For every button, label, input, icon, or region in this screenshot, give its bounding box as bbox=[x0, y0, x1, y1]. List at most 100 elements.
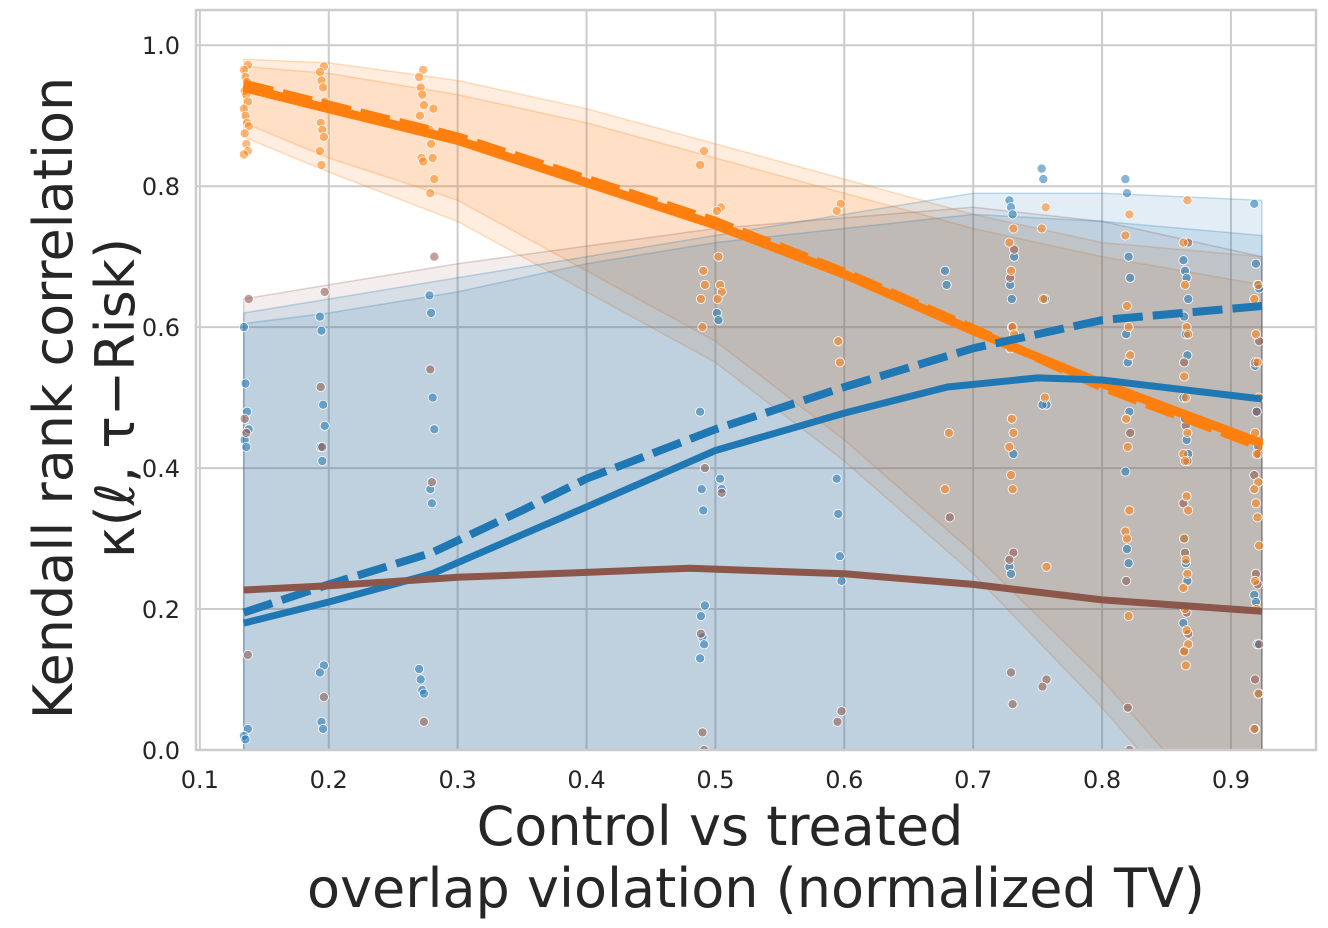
scatter-point-orange bbox=[1249, 723, 1260, 734]
scatter-point-blue bbox=[414, 664, 425, 675]
scatter-point-orange bbox=[418, 100, 429, 111]
scatter-point-orange bbox=[1253, 279, 1264, 290]
scatter-point-brown bbox=[1004, 554, 1015, 565]
scatter-point-blue bbox=[238, 322, 249, 333]
x-tick-labels: 0.1 0.2 0.3 0.4 0.5 0.6 0.7 0.8 0.9 bbox=[181, 766, 1250, 794]
x-axis-title-line-2: overlap violation (normalized TV) bbox=[307, 857, 1205, 920]
scatter-point-blue bbox=[314, 667, 325, 678]
x-tick-label: 0.9 bbox=[1212, 766, 1250, 794]
scatter-point-orange bbox=[1249, 293, 1260, 304]
scatter-point-orange bbox=[428, 103, 439, 114]
scatter-point-brown bbox=[1009, 244, 1020, 255]
scatter-point-blue bbox=[240, 378, 251, 389]
scatter-point-brown bbox=[1254, 639, 1265, 650]
scatter-point-orange bbox=[318, 82, 329, 93]
scatter-point-blue bbox=[1125, 272, 1136, 283]
scatter-point-orange bbox=[1250, 575, 1261, 586]
scatter-point-orange bbox=[1252, 512, 1263, 523]
scatter-point-blue bbox=[316, 325, 327, 336]
scatter-point-blue bbox=[1123, 251, 1134, 262]
scatter-point-blue bbox=[318, 399, 329, 410]
scatter-point-orange bbox=[699, 279, 710, 290]
scatter-point-orange bbox=[1040, 202, 1051, 213]
scatter-point-brown bbox=[1007, 699, 1018, 710]
scatter-point-brown bbox=[1179, 357, 1190, 368]
scatter-point-orange bbox=[1252, 357, 1263, 368]
scatter-point-orange bbox=[1008, 427, 1019, 438]
scatter-point-orange bbox=[940, 484, 951, 495]
scatter-point-orange bbox=[1006, 265, 1017, 276]
scatter-point-orange bbox=[418, 156, 429, 167]
scatter-point-blue bbox=[1122, 188, 1133, 199]
scatter-point-blue bbox=[1250, 258, 1261, 269]
scatter-point-orange bbox=[1041, 561, 1052, 572]
confidence-band-1 bbox=[242, 65, 1263, 750]
scatter-point-orange bbox=[1182, 195, 1193, 206]
scatter-point-brown bbox=[1006, 667, 1017, 678]
x-axis-title-line-1: Control vs treated bbox=[477, 795, 964, 858]
scatter-point-orange bbox=[944, 427, 955, 438]
scatter-point-orange bbox=[1122, 533, 1133, 544]
scatter-point-blue bbox=[833, 508, 844, 519]
scatter-point-orange bbox=[1250, 329, 1261, 340]
scatter-point-orange bbox=[1180, 455, 1191, 466]
scatter-point-blue bbox=[699, 600, 710, 611]
confidence-band-0 bbox=[242, 58, 1263, 750]
scatter-point-blue bbox=[318, 723, 329, 734]
scatter-point-blue bbox=[1038, 174, 1049, 185]
scatter-point-blue bbox=[418, 688, 429, 699]
scatter-point-blue bbox=[1120, 174, 1131, 185]
scatter-point-orange bbox=[697, 322, 708, 333]
scatter-point-orange bbox=[1123, 611, 1134, 622]
scatter-point-orange bbox=[1121, 413, 1132, 424]
scatter-point-orange bbox=[698, 265, 709, 276]
scatter-point-blue bbox=[426, 307, 437, 318]
series-line-2 bbox=[242, 302, 1263, 617]
scatter-point-brown bbox=[944, 512, 955, 523]
x-tick-label: 0.2 bbox=[310, 766, 348, 794]
scatter-point-orange bbox=[1124, 209, 1135, 220]
scatter-point-brown bbox=[429, 251, 440, 262]
scatter-point-brown bbox=[318, 692, 329, 703]
scatter-point-blue bbox=[319, 420, 330, 431]
scatter-point-orange bbox=[713, 251, 724, 262]
scatter-point-blue bbox=[1007, 209, 1018, 220]
x-tick-label: 0.3 bbox=[439, 766, 477, 794]
scatter-point-orange bbox=[699, 145, 710, 156]
series-lines bbox=[242, 79, 1264, 627]
scatter-point-orange bbox=[1180, 279, 1191, 290]
x-tick-label: 0.4 bbox=[567, 766, 605, 794]
scatter-point-orange bbox=[314, 67, 325, 78]
y-axis-title-line-1: Kendall rank correlation bbox=[22, 77, 85, 719]
scatter-point-orange bbox=[1179, 533, 1190, 544]
scatter-point-orange bbox=[1180, 392, 1191, 403]
scatter-point-blue bbox=[1123, 558, 1134, 569]
scatter-point-orange bbox=[1182, 427, 1193, 438]
scatter-point-blue bbox=[424, 290, 435, 301]
scatter-point-orange bbox=[1124, 505, 1135, 516]
x-tick-label: 0.7 bbox=[954, 766, 992, 794]
scatter-point-orange bbox=[318, 131, 329, 142]
scatter-point-orange bbox=[1178, 237, 1189, 248]
scatter-point-orange bbox=[1004, 441, 1015, 452]
scatter-point-orange bbox=[1004, 237, 1015, 248]
scatter-point-blue bbox=[241, 441, 252, 452]
scatter-point-brown bbox=[832, 716, 843, 727]
scatter-point-orange bbox=[1122, 300, 1133, 311]
scatter-point-orange bbox=[712, 293, 723, 304]
scatter-point-orange bbox=[831, 205, 842, 216]
scatter-point-orange bbox=[417, 89, 428, 100]
scatter-point-blue bbox=[695, 653, 706, 664]
x-tick-label: 0.6 bbox=[825, 766, 863, 794]
scatter-point-blue bbox=[836, 575, 847, 586]
scatter-point-brown bbox=[319, 286, 330, 297]
scatter-point-orange bbox=[1180, 660, 1191, 671]
scatter-point-orange bbox=[426, 138, 437, 149]
scatter-point-brown bbox=[243, 293, 254, 304]
scatter-point-blue bbox=[426, 498, 437, 509]
scatter-point-orange bbox=[429, 174, 440, 185]
scatter-point-orange bbox=[1125, 350, 1136, 361]
scatter-point-orange bbox=[1123, 322, 1134, 333]
